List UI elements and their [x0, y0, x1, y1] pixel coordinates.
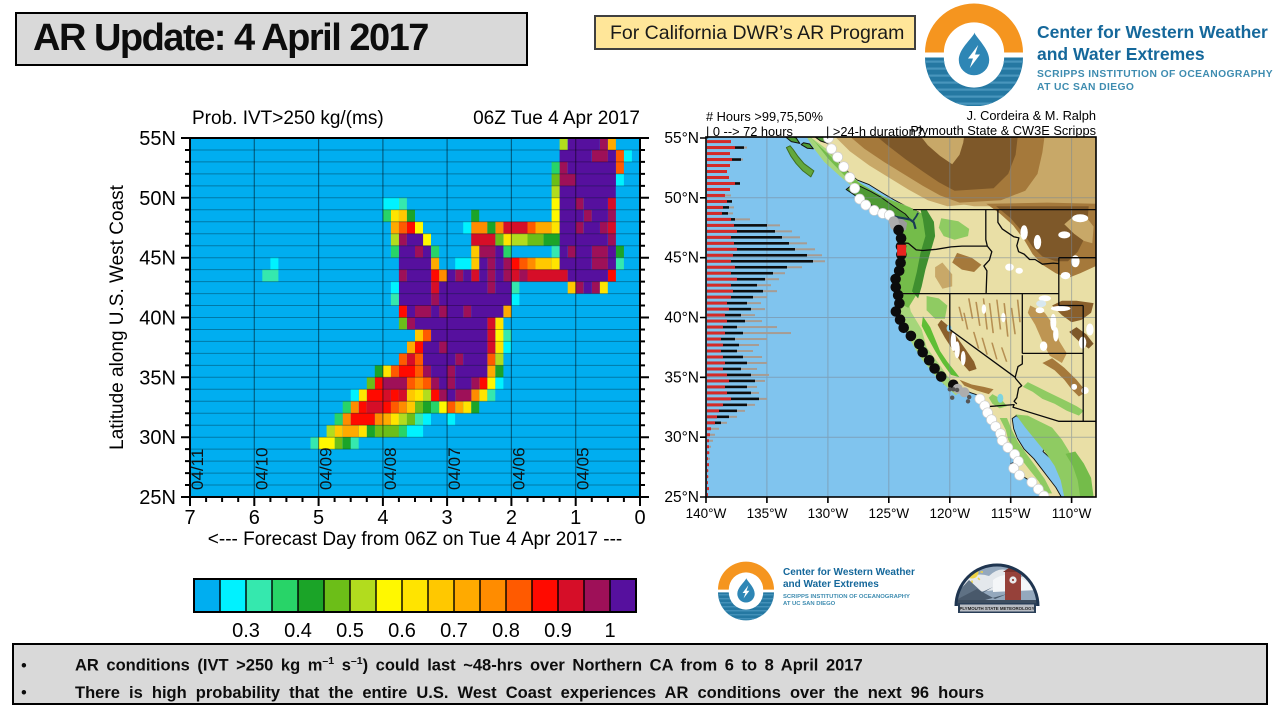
svg-text:25°N: 25°N	[664, 489, 699, 506]
svg-text:135°W: 135°W	[747, 506, 788, 521]
svg-text:04/06: 04/06	[509, 447, 528, 490]
svg-text:45°N: 45°N	[664, 250, 699, 267]
svg-text:35N: 35N	[139, 367, 176, 389]
svg-text:130°W: 130°W	[808, 506, 849, 521]
svg-text:35°N: 35°N	[664, 369, 699, 386]
svg-text:AT UC SAN DIEGO: AT UC SAN DIEGO	[783, 601, 836, 607]
svg-text:30°N: 30°N	[664, 429, 699, 446]
svg-text:and Water Extremes: and Water Extremes	[783, 579, 879, 590]
svg-text:45N: 45N	[139, 248, 176, 270]
svg-text:3: 3	[442, 507, 453, 529]
svg-text:25N: 25N	[139, 487, 176, 509]
svg-text:7: 7	[184, 507, 195, 529]
svg-text:04/08: 04/08	[381, 447, 400, 490]
svg-text:0.4: 0.4	[284, 620, 312, 642]
svg-text:J. Cordeira & M. Ralph: J. Cordeira & M. Ralph	[967, 108, 1096, 123]
svg-text:1: 1	[604, 620, 615, 642]
svg-text:110°W: 110°W	[1052, 506, 1092, 521]
svg-text:Latitude along U.S. West Coast: Latitude along U.S. West Coast	[107, 184, 128, 449]
svg-text:40N: 40N	[139, 308, 176, 330]
svg-text:SCRIPPS INSTITUTION OF OCEANOG: SCRIPPS INSTITUTION OF OCEANOGRAPHY	[783, 594, 910, 600]
svg-text:Center for Western Weather: Center for Western Weather	[783, 567, 915, 578]
svg-text:6: 6	[249, 507, 260, 529]
svg-text:40°N: 40°N	[664, 310, 699, 327]
svg-text:Center for Western Weather: Center for Western Weather	[1037, 22, 1268, 42]
svg-text:<--- Forecast Day from 06Z on: <--- Forecast Day from 06Z on Tue 4 Apr …	[208, 529, 622, 550]
svg-text:50°N: 50°N	[664, 190, 699, 207]
svg-text:Plymouth State & CW3E Scripps: Plymouth State & CW3E Scripps	[910, 123, 1096, 138]
svg-text:4: 4	[377, 507, 388, 529]
svg-text:04/10: 04/10	[252, 447, 271, 490]
svg-text:04/09: 04/09	[317, 447, 336, 490]
svg-text:0.8: 0.8	[492, 620, 520, 642]
svg-text:AT UC SAN DIEGO: AT UC SAN DIEGO	[1037, 82, 1134, 93]
svg-text:115°W: 115°W	[991, 506, 1031, 521]
svg-text:04/05: 04/05	[574, 447, 593, 490]
svg-text:04/11: 04/11	[188, 449, 207, 490]
svg-text:0.6: 0.6	[388, 620, 416, 642]
svg-text:# Hours >99,75,50%: # Hours >99,75,50%	[706, 109, 823, 124]
svg-text:50N: 50N	[139, 188, 176, 210]
svg-text:2: 2	[506, 507, 517, 529]
svg-text:04/07: 04/07	[445, 447, 464, 490]
svg-text:0.9: 0.9	[544, 620, 572, 642]
svg-text:0.3: 0.3	[232, 620, 260, 642]
svg-text:PLYMOUTH STATE METEOROLOGY: PLYMOUTH STATE METEOROLOGY	[959, 606, 1034, 611]
svg-text:| 0 --> 72 hours: | 0 --> 72 hours	[706, 124, 793, 139]
svg-text:06Z Tue 4 Apr 2017: 06Z Tue 4 Apr 2017	[473, 108, 640, 129]
svg-text:| >24-h duration?: | >24-h duration?	[826, 124, 923, 139]
svg-text:30N: 30N	[139, 427, 176, 449]
svg-text:and Water Extremes: and Water Extremes	[1037, 44, 1205, 64]
svg-text:55°N: 55°N	[664, 130, 699, 147]
svg-text:5: 5	[313, 507, 324, 529]
svg-text:55N: 55N	[139, 128, 176, 150]
svg-text:Prob. IVT>250 kg/(ms): Prob. IVT>250 kg/(ms)	[192, 108, 384, 129]
svg-text:0.5: 0.5	[336, 620, 364, 642]
svg-text:SCRIPPS INSTITUTION OF OCEANOG: SCRIPPS INSTITUTION OF OCEANOGRAPHY	[1037, 69, 1273, 80]
svg-text:140°W: 140°W	[686, 506, 727, 521]
svg-text:0: 0	[634, 507, 645, 529]
svg-text:1: 1	[570, 507, 581, 529]
svg-text:0.7: 0.7	[440, 620, 468, 642]
svg-text:120°W: 120°W	[929, 506, 970, 521]
svg-text:125°W: 125°W	[868, 506, 909, 521]
